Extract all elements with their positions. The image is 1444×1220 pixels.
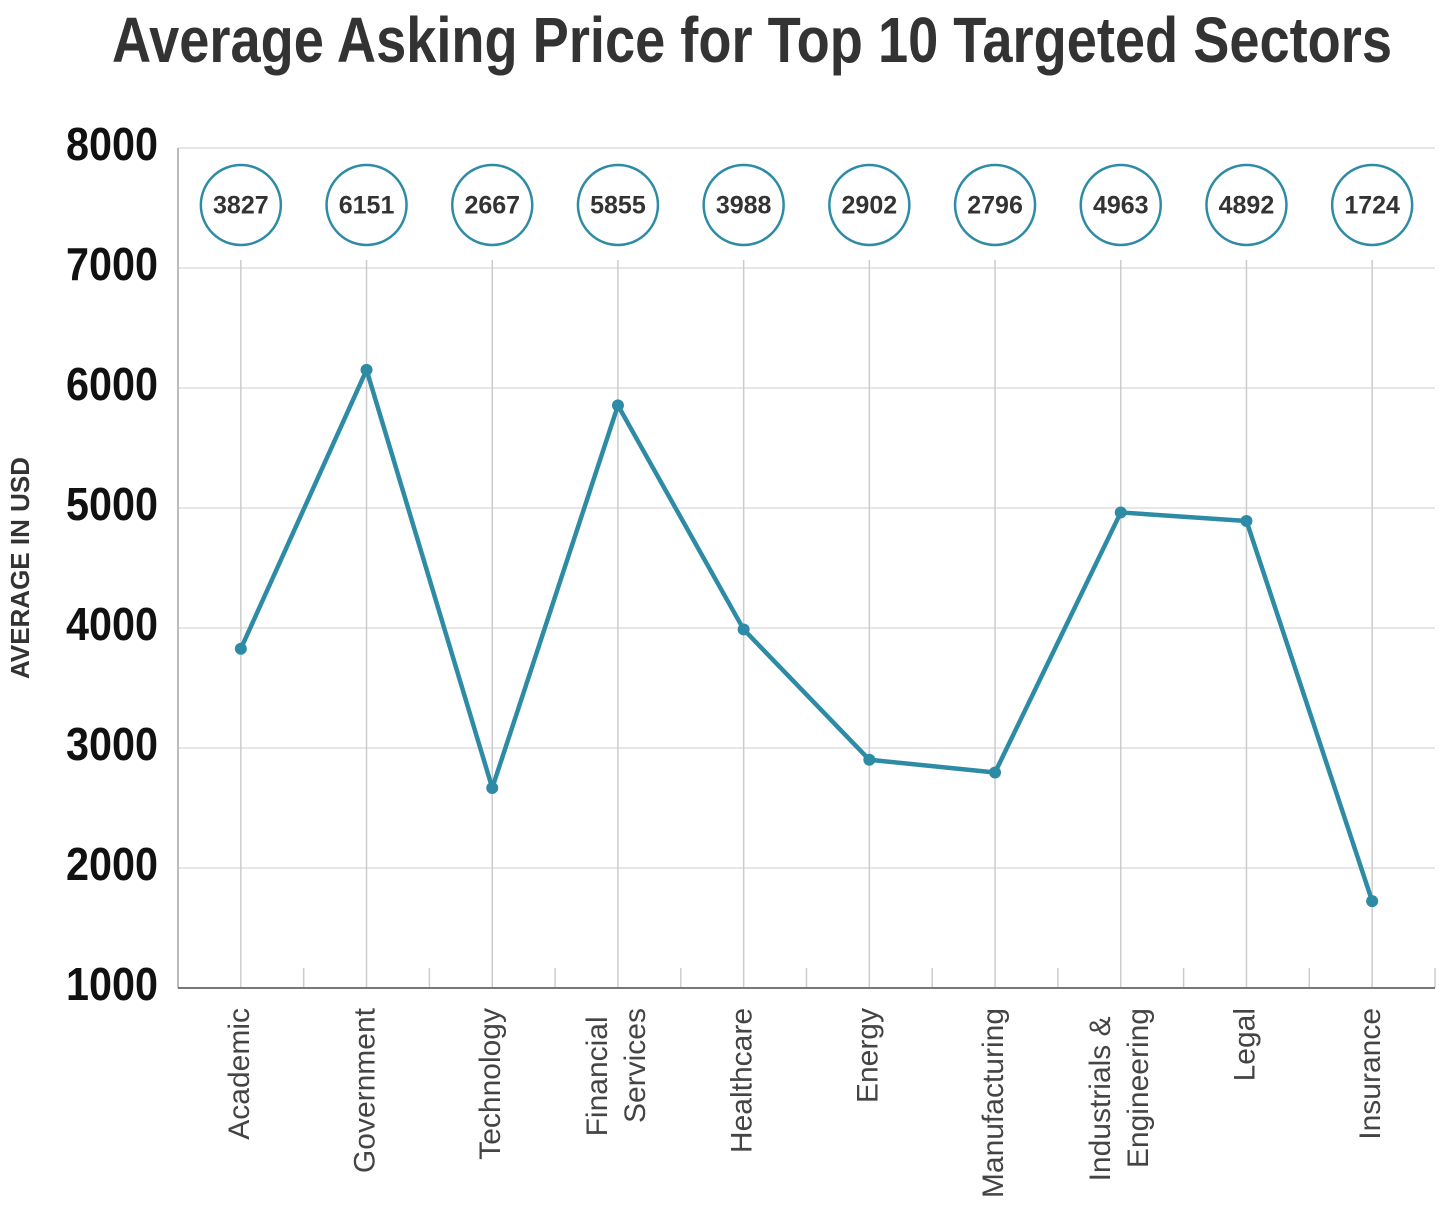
point bbox=[1366, 895, 1379, 908]
x-tick-label: Government bbox=[348, 1007, 381, 1173]
x-tick-label: Energy bbox=[851, 1008, 884, 1103]
line bbox=[238, 367, 1375, 902]
value-label: 6151 bbox=[339, 192, 395, 220]
x-tick-label: Manufacturing bbox=[977, 1008, 1010, 1198]
point bbox=[989, 766, 1002, 779]
value-label: 4963 bbox=[1093, 192, 1149, 220]
chart-title: Average Asking Price for Top 10 Targeted… bbox=[112, 4, 1392, 76]
value-label: 1724 bbox=[1344, 192, 1400, 220]
y-tick-label: 8000 bbox=[66, 118, 158, 170]
point bbox=[611, 399, 624, 412]
x-tick-label: Industrials & Engineering bbox=[1084, 1008, 1155, 1181]
x-tick-label: Legal bbox=[1228, 1008, 1261, 1081]
value-label: 2667 bbox=[464, 192, 520, 220]
value-badge bbox=[702, 163, 785, 247]
point bbox=[1114, 506, 1127, 519]
value-badge bbox=[576, 163, 660, 247]
value-label: 2902 bbox=[842, 192, 898, 220]
value-label: 4892 bbox=[1219, 192, 1275, 220]
x-tick-label: Financial Services bbox=[581, 1008, 652, 1136]
point bbox=[737, 623, 750, 636]
y-tick-label: 2000 bbox=[66, 838, 158, 890]
point bbox=[863, 753, 876, 766]
value-badge bbox=[1205, 163, 1288, 247]
x-tick-label: Technology bbox=[474, 1008, 507, 1160]
x-tick-label: Healthcare bbox=[726, 1008, 759, 1153]
y-tick-label: 6000 bbox=[66, 358, 158, 410]
y-tick-label: 3000 bbox=[66, 718, 158, 770]
value-badge bbox=[1330, 163, 1414, 247]
value-badge bbox=[1079, 163, 1162, 247]
y-tick-label: 7000 bbox=[66, 238, 158, 290]
x-tick-label: Academic bbox=[223, 1008, 256, 1140]
value-badge bbox=[451, 163, 534, 247]
y-tick-label: 1000 bbox=[66, 958, 158, 1010]
x-tick-label: Insurance bbox=[1354, 1008, 1387, 1140]
value-badge bbox=[199, 163, 283, 247]
point bbox=[486, 781, 499, 794]
y-tick-label: 4000 bbox=[66, 598, 158, 650]
value-label: 2796 bbox=[967, 192, 1023, 220]
value-badge bbox=[828, 163, 911, 247]
point bbox=[234, 642, 247, 655]
value-label: 3827 bbox=[213, 192, 269, 220]
y-tick-label: 5000 bbox=[66, 478, 158, 530]
value-badge bbox=[325, 163, 408, 247]
value-badge bbox=[953, 163, 1037, 247]
y-axis-label: AVERAGE IN USD bbox=[5, 457, 35, 679]
point bbox=[1240, 514, 1253, 527]
point bbox=[360, 363, 373, 376]
value-label: 3988 bbox=[716, 192, 772, 220]
value-label: 5855 bbox=[590, 192, 646, 220]
